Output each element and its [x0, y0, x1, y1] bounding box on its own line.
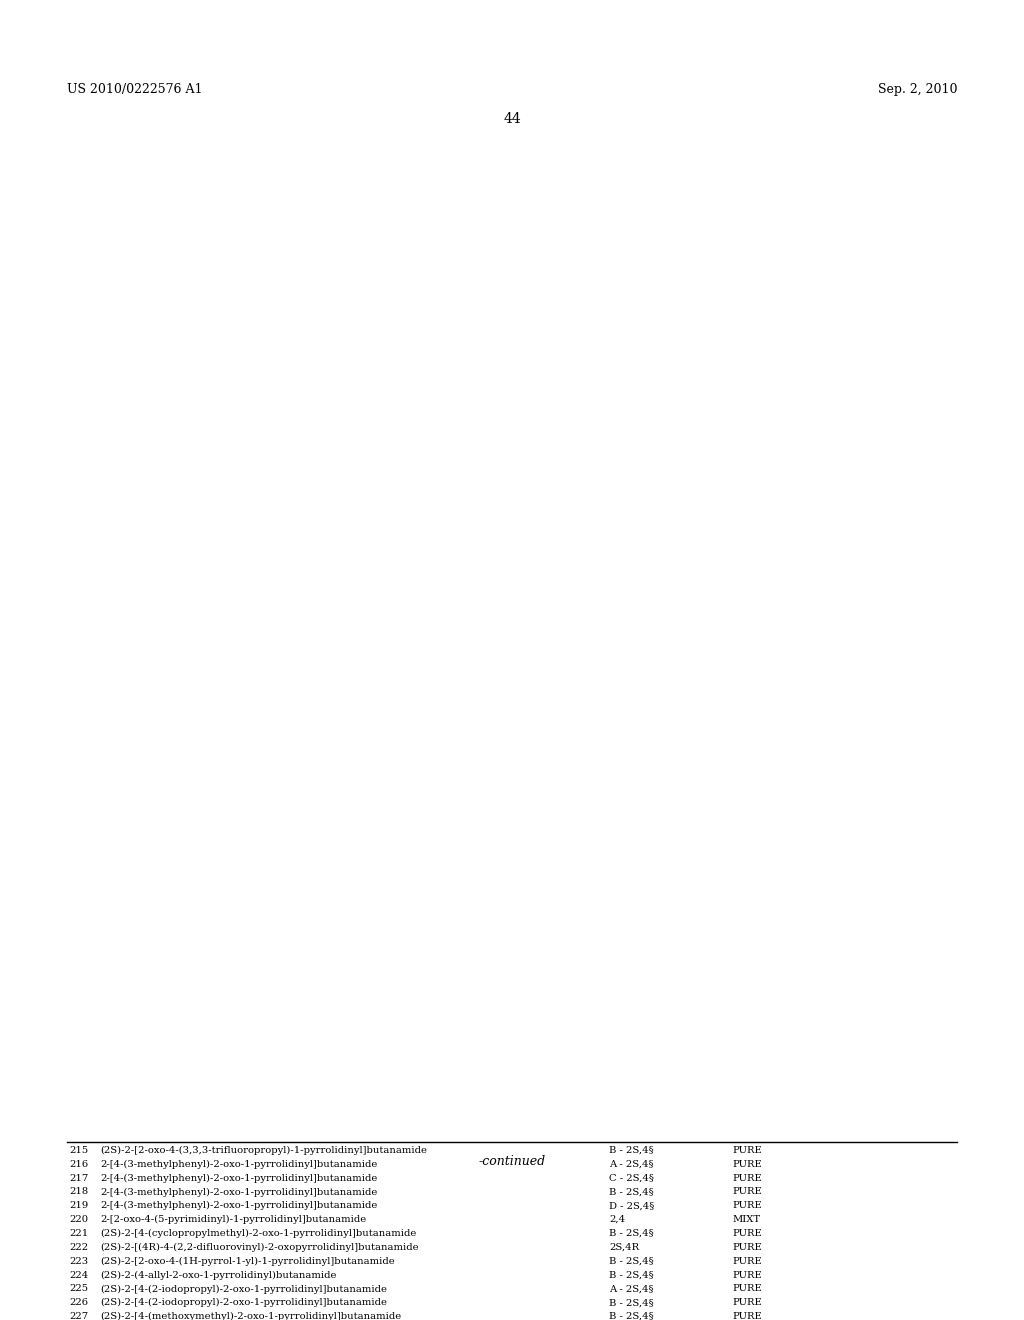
Text: 2,4: 2,4	[609, 1216, 626, 1224]
Text: D - 2S,4§: D - 2S,4§	[609, 1201, 654, 1210]
Text: 226: 226	[70, 1299, 89, 1307]
Text: 223: 223	[70, 1257, 89, 1266]
Text: 2-[4-(3-methylphenyl)-2-oxo-1-pyrrolidinyl]butanamide: 2-[4-(3-methylphenyl)-2-oxo-1-pyrrolidin…	[100, 1201, 378, 1210]
Text: A - 2S,4§: A - 2S,4§	[609, 1284, 654, 1294]
Text: 224: 224	[70, 1271, 89, 1279]
Text: 222: 222	[70, 1243, 89, 1251]
Text: Sep. 2, 2010: Sep. 2, 2010	[878, 83, 957, 96]
Text: B - 2S,4§: B - 2S,4§	[609, 1271, 654, 1279]
Text: (2S)-2-[(4R)-4-(2,2-difluorovinyl)-2-oxopyrrolidinyl]butanamide: (2S)-2-[(4R)-4-(2,2-difluorovinyl)-2-oxo…	[100, 1243, 419, 1251]
Text: 44: 44	[503, 112, 521, 125]
Text: 2S,4R: 2S,4R	[609, 1243, 639, 1251]
Text: PURE: PURE	[732, 1146, 762, 1155]
Text: 227: 227	[70, 1312, 89, 1320]
Text: 218: 218	[70, 1188, 89, 1196]
Text: MIXT: MIXT	[732, 1216, 760, 1224]
Text: (2S)-2-[4-(2-iodopropyl)-2-oxo-1-pyrrolidinyl]butanamide: (2S)-2-[4-(2-iodopropyl)-2-oxo-1-pyrroli…	[100, 1284, 387, 1294]
Text: PURE: PURE	[732, 1229, 762, 1238]
Text: (2S)-2-[2-oxo-4-(3,3,3-trifluoropropyl)-1-pyrrolidinyl]butanamide: (2S)-2-[2-oxo-4-(3,3,3-trifluoropropyl)-…	[100, 1146, 427, 1155]
Text: 219: 219	[70, 1201, 89, 1210]
Text: A - 2S,4§: A - 2S,4§	[609, 1160, 654, 1168]
Text: PURE: PURE	[732, 1188, 762, 1196]
Text: PURE: PURE	[732, 1312, 762, 1320]
Text: 221: 221	[70, 1229, 89, 1238]
Text: PURE: PURE	[732, 1160, 762, 1168]
Text: 2-[4-(3-methylphenyl)-2-oxo-1-pyrrolidinyl]butanamide: 2-[4-(3-methylphenyl)-2-oxo-1-pyrrolidin…	[100, 1160, 378, 1168]
Text: 215: 215	[70, 1146, 89, 1155]
Text: B - 2S,4§: B - 2S,4§	[609, 1188, 654, 1196]
Text: PURE: PURE	[732, 1284, 762, 1294]
Text: PURE: PURE	[732, 1201, 762, 1210]
Text: PURE: PURE	[732, 1173, 762, 1183]
Text: (2S)-2-[2-oxo-4-(1H-pyrrol-1-yl)-1-pyrrolidinyl]butanamide: (2S)-2-[2-oxo-4-(1H-pyrrol-1-yl)-1-pyrro…	[100, 1257, 395, 1266]
Text: B - 2S,4§: B - 2S,4§	[609, 1299, 654, 1307]
Text: 2-[2-oxo-4-(5-pyrimidinyl)-1-pyrrolidinyl]butanamide: 2-[2-oxo-4-(5-pyrimidinyl)-1-pyrrolidiny…	[100, 1216, 367, 1224]
Text: 225: 225	[70, 1284, 89, 1294]
Text: C - 2S,4§: C - 2S,4§	[609, 1173, 654, 1183]
Text: 2-[4-(3-methylphenyl)-2-oxo-1-pyrrolidinyl]butanamide: 2-[4-(3-methylphenyl)-2-oxo-1-pyrrolidin…	[100, 1188, 378, 1196]
Text: B - 2S,4§: B - 2S,4§	[609, 1312, 654, 1320]
Text: 217: 217	[70, 1173, 89, 1183]
Text: PURE: PURE	[732, 1271, 762, 1279]
Text: B - 2S,4§: B - 2S,4§	[609, 1146, 654, 1155]
Text: (2S)-2-[4-(cyclopropylmethyl)-2-oxo-1-pyrrolidinyl]butanamide: (2S)-2-[4-(cyclopropylmethyl)-2-oxo-1-py…	[100, 1229, 417, 1238]
Text: 216: 216	[70, 1160, 89, 1168]
Text: PURE: PURE	[732, 1257, 762, 1266]
Text: -continued: -continued	[478, 1155, 546, 1168]
Text: (2S)-2-[4-(2-iodopropyl)-2-oxo-1-pyrrolidinyl]butanamide: (2S)-2-[4-(2-iodopropyl)-2-oxo-1-pyrroli…	[100, 1299, 387, 1307]
Text: 2-[4-(3-methylphenyl)-2-oxo-1-pyrrolidinyl]butanamide: 2-[4-(3-methylphenyl)-2-oxo-1-pyrrolidin…	[100, 1173, 378, 1183]
Text: (2S)-2-[4-(methoxymethyl)-2-oxo-1-pyrrolidinyl]butanamide: (2S)-2-[4-(methoxymethyl)-2-oxo-1-pyrrol…	[100, 1312, 401, 1320]
Text: US 2010/0222576 A1: US 2010/0222576 A1	[67, 83, 202, 96]
Text: 220: 220	[70, 1216, 89, 1224]
Text: PURE: PURE	[732, 1243, 762, 1251]
Text: B - 2S,4§: B - 2S,4§	[609, 1257, 654, 1266]
Text: (2S)-2-(4-allyl-2-oxo-1-pyrrolidinyl)butanamide: (2S)-2-(4-allyl-2-oxo-1-pyrrolidinyl)but…	[100, 1271, 337, 1279]
Text: PURE: PURE	[732, 1299, 762, 1307]
Text: B - 2S,4§: B - 2S,4§	[609, 1229, 654, 1238]
